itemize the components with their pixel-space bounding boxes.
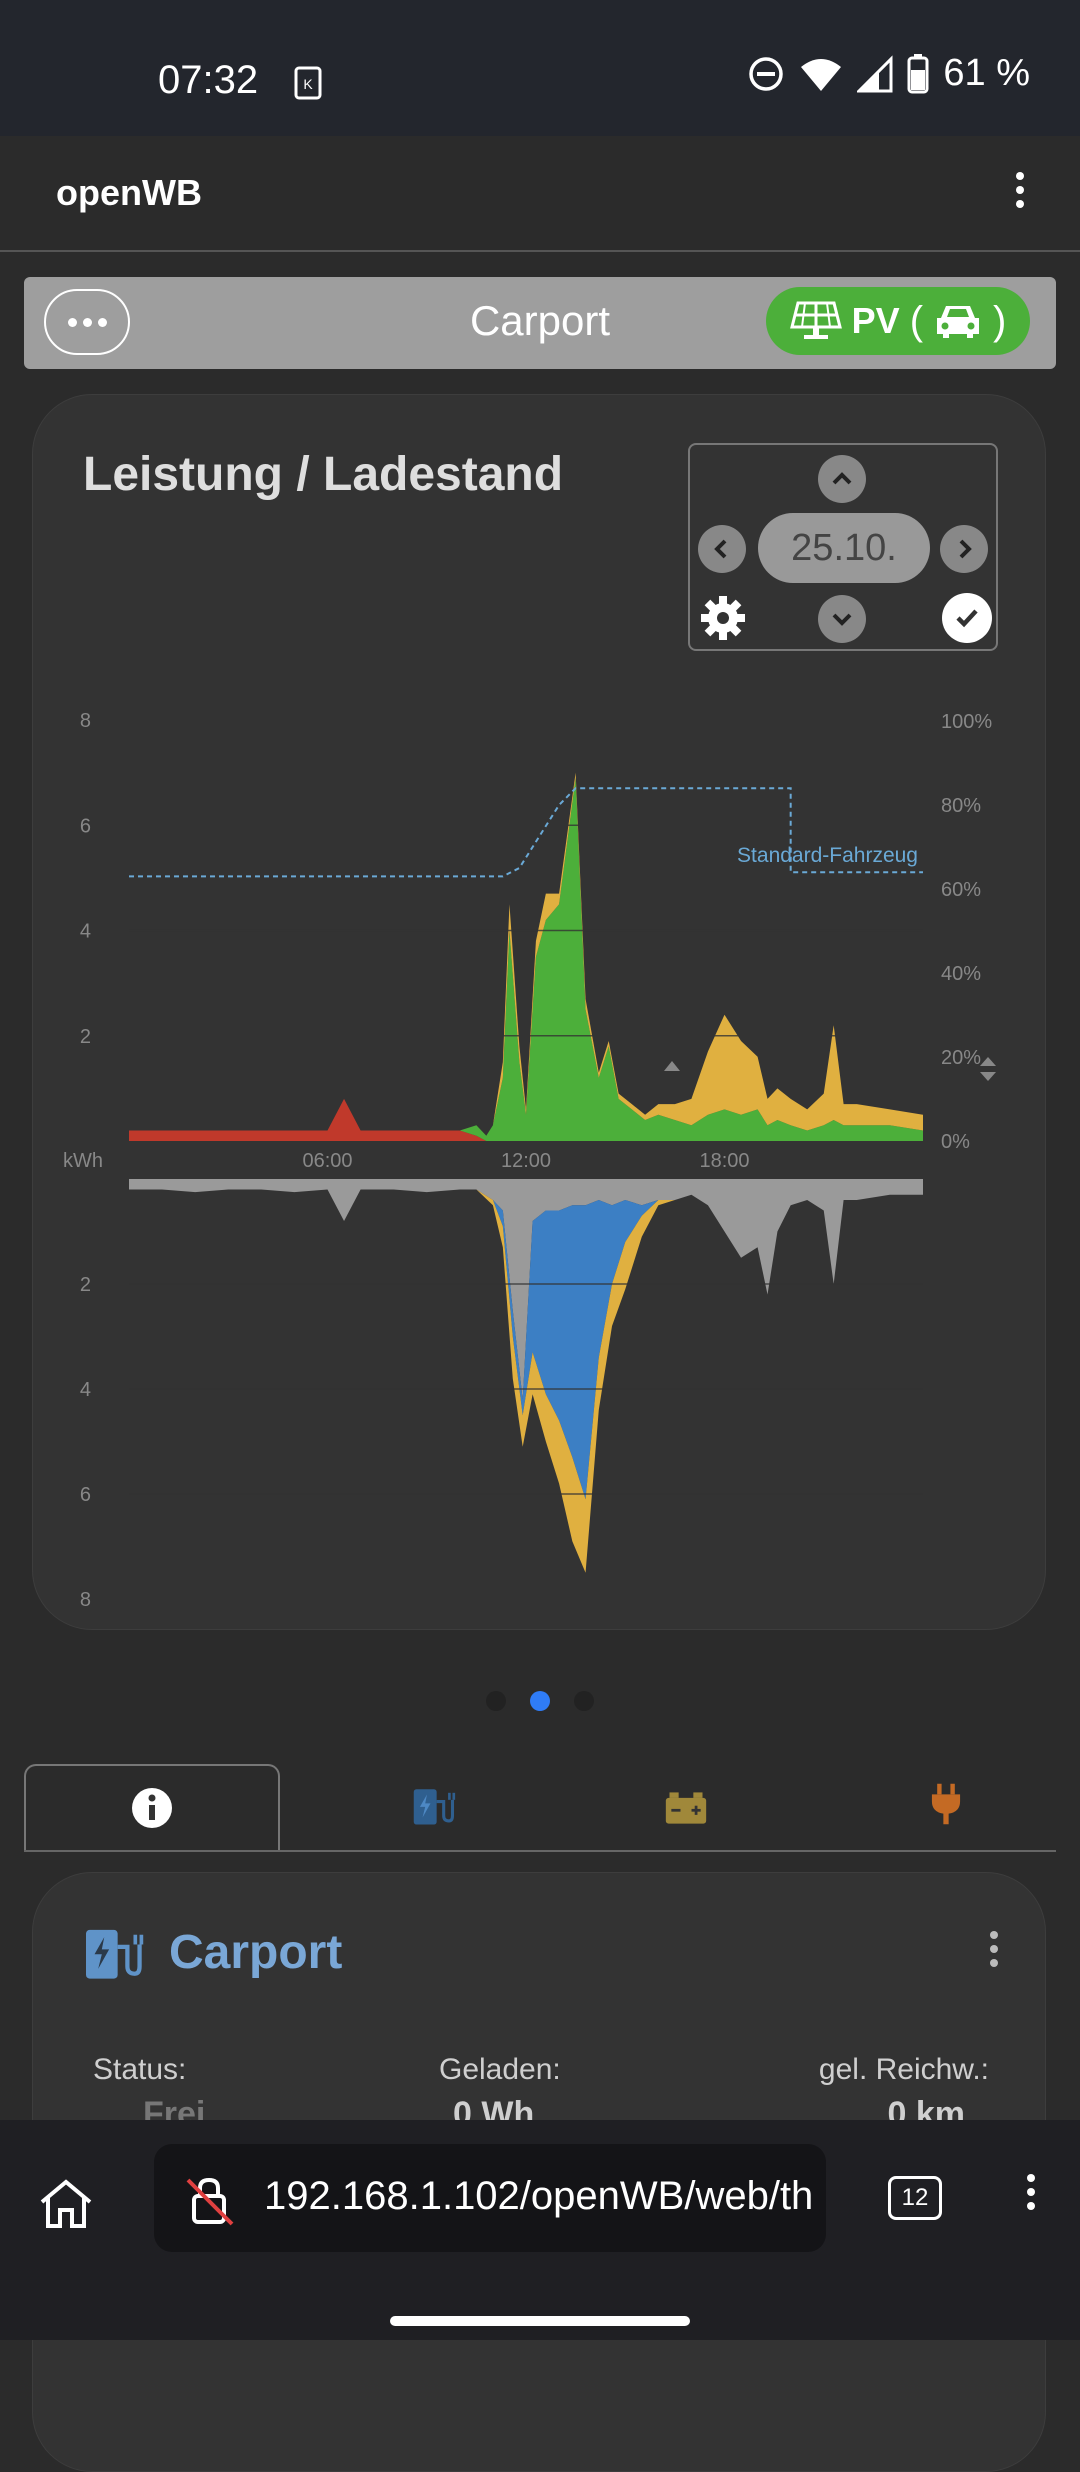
tab-info[interactable] <box>24 1764 280 1850</box>
chart-title: Leistung / Ladestand <box>83 448 564 501</box>
x-tick-label: 12:00 <box>501 1150 551 1172</box>
charged-label: Geladen: <box>439 2053 561 2086</box>
clock: 07:32 <box>158 58 259 102</box>
scale-toggle-icon[interactable] <box>977 1055 999 1083</box>
more-options-button[interactable] <box>44 289 130 355</box>
y-tick-label: 2 <box>80 1274 91 1296</box>
overflow-menu-icon[interactable] <box>1000 166 1040 218</box>
pager-dot-3[interactable] <box>574 1691 594 1711</box>
sort-icon[interactable] <box>664 1061 680 1071</box>
chevron-right-icon[interactable] <box>940 525 988 573</box>
info-icon <box>132 1788 172 1828</box>
y-tick-label: 4 <box>80 921 91 943</box>
pager-dot-2[interactable] <box>530 1691 550 1711</box>
y-tick-label: 4 <box>80 1379 91 1401</box>
soc-tick-label: 60% <box>941 879 981 901</box>
tab-battery[interactable] <box>634 1764 754 1850</box>
gear-icon[interactable] <box>698 593 748 643</box>
grid-area <box>129 1098 923 1141</box>
house-area <box>129 1179 923 1400</box>
x-tick-label: 06:00 <box>302 1150 352 1172</box>
app-title: openWB <box>56 172 202 213</box>
svg-text:K: K <box>303 76 313 92</box>
status-icons: 61 % <box>747 52 1030 95</box>
gesture-bar <box>390 2316 690 2326</box>
battery-percent: 61 % <box>943 52 1030 94</box>
do-not-disturb-icon <box>749 56 784 91</box>
wifi-icon <box>801 58 842 91</box>
soc-tick-label: 100% <box>941 711 992 733</box>
soc-tick-label: 40% <box>941 963 981 985</box>
y-tick-label: 6 <box>80 1484 91 1506</box>
y-tick-label: 8 <box>80 1589 91 1611</box>
charge-mode-label: PV <box>851 300 900 341</box>
app-bar: openWB <box>0 136 1080 252</box>
car-icon <box>937 306 980 338</box>
insecure-lock-icon <box>186 2177 234 2226</box>
y-tick-label: 8 <box>80 710 91 732</box>
card-menu-icon[interactable] <box>979 1925 1009 1975</box>
charge-mode-button[interactable]: PV ( ) <box>766 287 1030 355</box>
battery-discharge-area <box>129 772 923 1136</box>
charging-station-icon <box>413 1789 456 1825</box>
notification-icon: K <box>294 66 322 100</box>
soc-line <box>129 787 923 878</box>
tab-chargepoint[interactable] <box>382 1764 502 1850</box>
y-axis-unit: kWh <box>63 1150 103 1172</box>
range-label: gel. Reichw.: <box>818 2053 989 2086</box>
solar-panel-icon <box>789 301 842 339</box>
chargepoint-header: Carport PV ( ) <box>24 277 1056 369</box>
chargepoint-title: Carport <box>469 297 611 344</box>
check-icon[interactable] <box>942 593 992 643</box>
pv-area <box>129 777 923 1141</box>
soc-tick-label: 0% <box>941 1131 970 1153</box>
y-tick-label: 2 <box>80 1026 91 1048</box>
tab-bar <box>24 1764 1056 1852</box>
pager-dot-1[interactable] <box>486 1691 506 1711</box>
chevron-down-icon[interactable] <box>818 595 866 643</box>
browser-toolbar: 192.168.1.102/openWB/web/themes/colors/i… <box>0 2120 1080 2340</box>
browser-menu-icon[interactable] <box>1016 2168 1046 2228</box>
battery-icon <box>665 1792 707 1824</box>
soc-series-label: Standard-Fahrzeug <box>737 844 918 867</box>
chart-card: Leistung / Ladestand 25.10. <box>32 394 1046 1630</box>
charge-area <box>129 1189 923 1500</box>
chevron-left-icon[interactable] <box>698 525 746 573</box>
energy-chart: 8 6 4 2 kWh 2 4 6 8 100% 80% 60% 40% 20% 0% 06:00 12:… <box>63 710 992 1611</box>
date-navigator: 25.10. <box>688 443 998 651</box>
url-bar[interactable]: 192.168.1.102/openWB/web/themes/colors/i… <box>154 2144 826 2252</box>
x-tick-label: 18:00 <box>699 1150 749 1172</box>
charging-station-icon <box>86 1929 144 1979</box>
card-title: Carport <box>169 1926 343 1979</box>
plug-icon <box>931 1783 961 1825</box>
status-bar: 07:32 K 61 % <box>0 0 1080 136</box>
url-text: 192.168.1.102/openWB/web/themes/colors/i… <box>264 2174 814 2218</box>
tab-plug[interactable] <box>894 1764 1014 1850</box>
home-icon[interactable] <box>38 2178 94 2230</box>
y-tick-label: 6 <box>80 815 91 837</box>
status-label: Status: <box>93 2053 187 2086</box>
soc-tick-label: 80% <box>941 795 981 817</box>
soc-tick-label: 20% <box>941 1047 981 1069</box>
chevron-up-icon[interactable] <box>818 455 866 503</box>
tab-switcher-button[interactable]: 12 <box>888 2176 942 2220</box>
battery-status-icon <box>907 53 929 93</box>
date-display[interactable]: 25.10. <box>758 513 930 583</box>
signal-icon <box>857 54 893 92</box>
